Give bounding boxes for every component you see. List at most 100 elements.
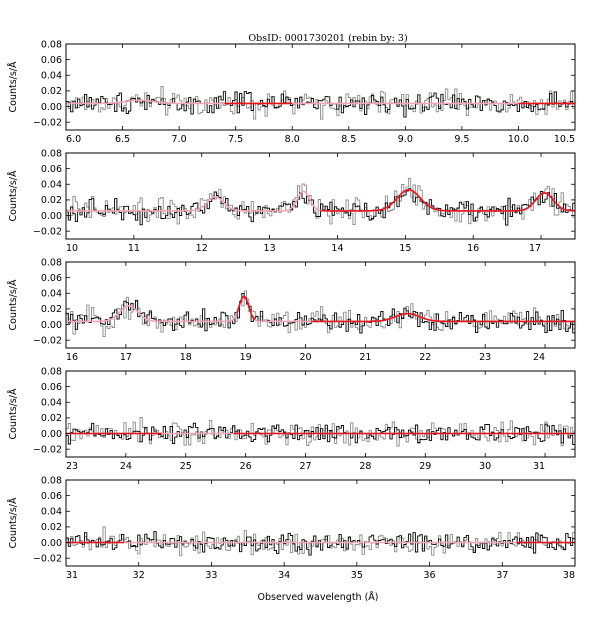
y-tick-label-2-4: 0.06 — [41, 164, 62, 175]
x-tick-label-2-2: 12 — [196, 243, 208, 254]
y-tick-label-1-3: 0.04 — [41, 71, 62, 82]
y-tick-label-1-5: 0.08 — [41, 39, 62, 50]
x-tick-label-4-6: 29 — [419, 461, 431, 472]
x-tick-label-3-1: 17 — [120, 352, 132, 363]
y-tick-label-5-4: 0.06 — [41, 491, 62, 502]
plot-frame-1 — [65, 43, 576, 131]
y-tick-label-5-3: 0.04 — [41, 507, 62, 518]
y-tick-label-3-4: 0.06 — [41, 273, 62, 284]
y-tick-label-2-3: 0.04 — [41, 180, 62, 191]
model-red-2-0 — [320, 189, 575, 212]
x-tick-label-1-0: 6.0 — [66, 134, 81, 145]
y-tick-label-3-2: 0.02 — [41, 304, 62, 315]
panel-2: −0.02 0.00 0.02 0.04 0.06 0.08 10 11 12 13 14 15 16 1… — [7, 148, 576, 254]
x-tick-label-3-3: 19 — [240, 352, 252, 363]
model-red-3-1 — [311, 312, 575, 323]
x-tick-label-3-4: 20 — [299, 352, 311, 363]
dark-data-series-5 — [66, 531, 575, 556]
y-axis-title-3: Counts/s/Å — [7, 279, 19, 331]
y-tick-label-3-3: 0.04 — [41, 289, 62, 300]
y-tick-label-4-5: 0.08 — [41, 366, 62, 377]
x-tick-label-3-2: 18 — [180, 352, 192, 363]
x-tick-label-3-5: 21 — [359, 352, 371, 363]
x-tick-label-1-9: 10.5 — [554, 134, 575, 145]
x-tick-label-4-7: 30 — [479, 461, 491, 472]
dark-data-series-1 — [66, 91, 575, 118]
y-tick-label-2-2: 0.02 — [41, 195, 62, 206]
y-tick-label-2-5: 0.08 — [41, 148, 62, 159]
x-tick-label-1-1: 6.5 — [115, 134, 130, 145]
y-tick-label-5-2: 0.02 — [41, 522, 62, 533]
y-tick-label-4-0: −0.02 — [33, 444, 62, 455]
panel-3: −0.02 0.00 0.02 0.04 0.06 0.08 16 17 18 19 20 21 22 2… — [7, 257, 576, 363]
y-tick-label-5-1: 0.00 — [41, 538, 62, 549]
x-tick-label-3-0: 16 — [66, 352, 78, 363]
y-axis-title-1: Counts/s/Å — [7, 61, 19, 113]
x-tick-label-2-0: 10 — [66, 243, 78, 254]
dark-data-series-4 — [66, 422, 575, 445]
x-tick-label-4-0: 23 — [66, 461, 78, 472]
light-data-series-4 — [66, 417, 575, 447]
x-tick-label-5-3: 34 — [278, 570, 290, 581]
y-tick-label-4-2: 0.02 — [41, 413, 62, 424]
x-tick-label-1-4: 8.0 — [285, 134, 300, 145]
x-tick-label-4-4: 27 — [299, 461, 311, 472]
x-tick-label-5-4: 35 — [351, 570, 363, 581]
plot-frame-5 — [65, 479, 576, 567]
y-tick-label-1-4: 0.06 — [41, 55, 62, 66]
y-tick-label-5-5: 0.08 — [41, 475, 62, 486]
x-tick-label-4-8: 31 — [533, 461, 545, 472]
model-pink-1 — [66, 99, 575, 105]
x-tick-label-5-1: 32 — [133, 570, 145, 581]
x-tick-label-5-0: 31 — [66, 570, 78, 581]
y-tick-label-3-0: −0.02 — [33, 335, 62, 346]
x-axis-title: Observed wavelength (Å) — [258, 591, 379, 603]
y-tick-label-3-5: 0.08 — [41, 257, 62, 268]
y-tick-label-3-1: 0.00 — [41, 320, 62, 331]
x-tick-label-4-5: 28 — [359, 461, 371, 472]
x-tick-label-2-5: 15 — [399, 243, 411, 254]
panel-1: −0.02 0.00 0.02 0.04 0.06 0.08 6.0 6.5 7.0 7.5 8.0… — [7, 39, 576, 145]
x-tick-label-4-2: 25 — [180, 461, 192, 472]
panel-5: −0.02 0.00 0.02 0.04 0.06 0.08 31 32 33 34 35 36 37 3… — [7, 475, 576, 581]
light-data-series-1 — [66, 85, 575, 120]
y-tick-label-1-2: 0.02 — [41, 86, 62, 97]
y-tick-label-2-0: −0.02 — [33, 226, 62, 237]
plot-frame-4 — [65, 370, 576, 458]
x-tick-label-2-7: 17 — [529, 243, 541, 254]
x-tick-label-1-8: 10.0 — [508, 134, 529, 145]
y-tick-label-4-3: 0.04 — [41, 398, 62, 409]
x-tick-label-3-7: 23 — [479, 352, 491, 363]
panels: −0.02 0.00 0.02 0.04 0.06 0.08 6.0 6.5 7.0 7.5 8.0… — [7, 39, 576, 581]
plot-frame-3 — [65, 261, 576, 349]
y-axis-title-2: Counts/s/Å — [7, 170, 19, 222]
x-tick-label-4-1: 24 — [120, 461, 132, 472]
y-tick-label-1-0: −0.02 — [33, 117, 62, 128]
panel-4: −0.02 0.00 0.02 0.04 0.06 0.08 23 24 25 26 27 28 29 3… — [7, 366, 576, 472]
x-tick-label-1-5: 8.5 — [341, 134, 356, 145]
x-tick-label-2-6: 16 — [467, 243, 479, 254]
x-tick-label-1-7: 9.5 — [454, 134, 469, 145]
x-tick-label-2-3: 13 — [264, 243, 276, 254]
x-tick-label-1-3: 7.5 — [228, 134, 243, 145]
x-tick-label-2-1: 11 — [128, 243, 140, 254]
y-tick-label-5-0: −0.02 — [33, 553, 62, 564]
x-tick-label-3-8: 24 — [533, 352, 545, 363]
y-axis-title-4: Counts/s/Å — [7, 388, 19, 440]
plot-frame-2 — [65, 152, 576, 240]
y-tick-label-1-1: 0.00 — [41, 102, 62, 113]
y-tick-label-4-1: 0.00 — [41, 429, 62, 440]
y-axis-title-5: Counts/s/Å — [7, 497, 19, 549]
x-tick-label-1-6: 9.0 — [398, 134, 413, 145]
model-red-3-0 — [235, 295, 256, 321]
x-tick-label-5-5: 36 — [424, 570, 436, 581]
x-tick-label-1-2: 7.0 — [172, 134, 187, 145]
x-tick-label-3-6: 22 — [419, 352, 431, 363]
x-tick-label-5-2: 33 — [205, 570, 217, 581]
x-tick-label-5-6: 37 — [496, 570, 508, 581]
x-tick-label-4-3: 26 — [240, 461, 252, 472]
x-tick-label-2-4: 14 — [331, 243, 343, 254]
y-tick-label-2-1: 0.00 — [41, 211, 62, 222]
figure-title: ObsID: 0001730201 (rebin by: 3) — [248, 33, 407, 44]
